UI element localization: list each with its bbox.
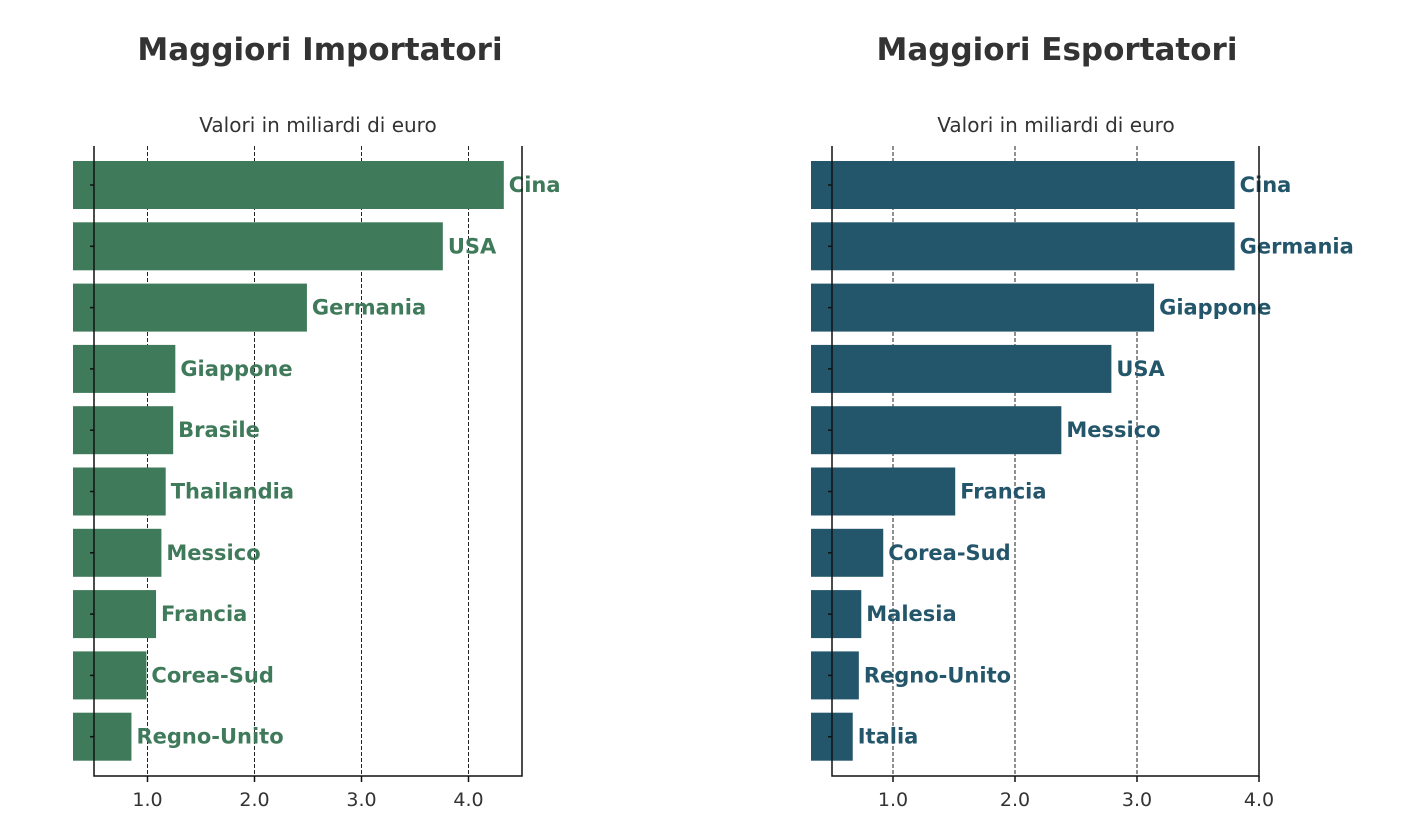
x-tick-label: 2.0 <box>239 789 269 811</box>
bar-regno-unito <box>811 651 859 700</box>
x-tick-label: 4.0 <box>1244 789 1274 811</box>
bar-corea-sud <box>73 651 147 700</box>
bar-label-corea-sud: Corea-Sud <box>151 663 273 687</box>
bar-corea-sud <box>811 528 884 577</box>
bar-label-italia: Italia <box>858 725 919 749</box>
bar-francia <box>811 467 956 516</box>
importers-plot: Cina USA Germania Giappone Brasile Thailandia… <box>73 146 561 811</box>
bar-thailandia <box>73 467 166 516</box>
bar-label-messico: Messico <box>166 541 260 565</box>
bar-label-germania: Germania <box>1240 234 1354 258</box>
bar-label-regno-unito: Regno-Unito <box>136 725 283 749</box>
bar-giappone <box>811 283 1155 332</box>
bar-cina <box>73 161 504 209</box>
exporters-title: Maggiori Esportatori <box>877 32 1238 68</box>
bar-label-francia: Francia <box>161 602 247 626</box>
bar-usa <box>811 344 1112 393</box>
bar-label-thailandia: Thailandia <box>171 480 294 504</box>
bar-label-giappone: Giappone <box>1159 296 1271 320</box>
bar-label-usa: USA <box>1116 357 1165 381</box>
bar-usa <box>73 222 443 271</box>
bar-label-cina: Cina <box>1240 173 1292 197</box>
x-tick-label: 1.0 <box>878 789 908 811</box>
importers-panel: Maggiori Importatori Valori in miliardi … <box>73 32 561 811</box>
bar-label-malesia: Malesia <box>866 602 956 626</box>
axis-frame <box>93 146 523 777</box>
x-tick-label: 3.0 <box>1122 789 1152 811</box>
bar-messico <box>73 528 162 577</box>
bar-brasile <box>73 406 174 455</box>
bar-francia <box>73 590 157 639</box>
bar-regno-unito <box>73 712 132 761</box>
bar-messico <box>811 406 1062 455</box>
bar-label-messico: Messico <box>1066 418 1160 442</box>
importers-subtitle: Valori in miliardi di euro <box>199 113 436 137</box>
x-tick-label: 1.0 <box>132 789 162 811</box>
bar-giappone <box>73 344 176 393</box>
exporters-panel: Maggiori Esportatori Valori in miliardi … <box>811 32 1354 811</box>
importers-title: Maggiori Importatori <box>137 32 502 68</box>
bar-label-corea-sud: Corea-Sud <box>888 541 1010 565</box>
bar-label-usa: USA <box>448 234 497 258</box>
bar-label-brasile: Brasile <box>178 418 260 442</box>
bar-malesia <box>811 590 862 639</box>
exporters-subtitle: Valori in miliardi di euro <box>937 113 1174 137</box>
x-tick-label: 3.0 <box>346 789 376 811</box>
bar-label-cina: Cina <box>509 173 561 197</box>
x-tick-label: 2.0 <box>1000 789 1030 811</box>
bar-germania <box>73 283 307 332</box>
x-tick-label: 4.0 <box>453 789 483 811</box>
bar-label-regno-unito: Regno-Unito <box>864 663 1011 687</box>
axis-frame <box>831 146 1260 777</box>
bar-cina <box>811 161 1235 209</box>
bar-label-giappone: Giappone <box>180 357 292 381</box>
bar-label-germania: Germania <box>312 296 426 320</box>
exporters-plot: Cina Germania Giappone USA Messico Francia Cor… <box>811 146 1354 811</box>
bar-germania <box>811 222 1235 271</box>
bar-label-francia: Francia <box>960 480 1046 504</box>
